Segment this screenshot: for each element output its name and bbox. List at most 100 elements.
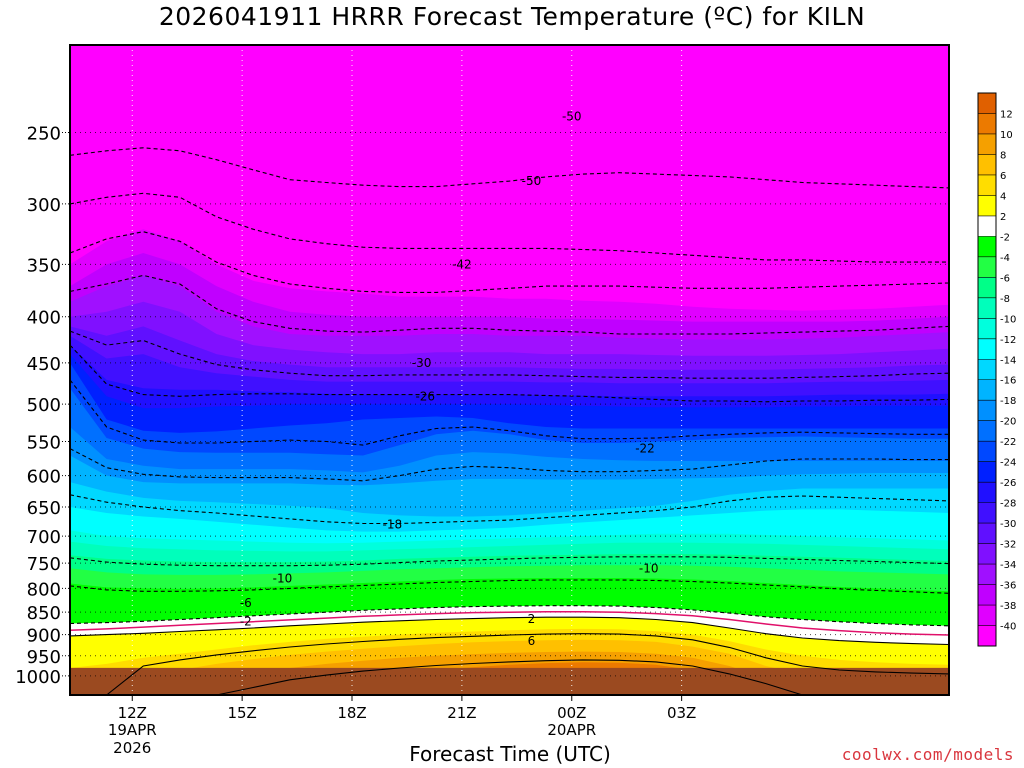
colorbar-swatch-22 [978, 543, 996, 565]
contour-lines [70, 147, 949, 695]
colorbar-label-3: 6 [1000, 171, 1006, 182]
x-tick-sublabel-19APR: 19APR [108, 721, 157, 739]
colorbar-label-19: -28 [1000, 499, 1016, 510]
contour-label-1: -50 [522, 174, 542, 188]
colorbar-swatch-17 [978, 441, 996, 463]
y-tick-label-550: 550 [27, 433, 61, 454]
colorbar-swatch-11 [978, 318, 996, 340]
y-tick-label-1000: 1000 [15, 667, 61, 688]
colorbar-swatch-3 [978, 154, 996, 176]
x-tick-label-18Z: 18Z [337, 704, 366, 722]
colorbar-swatch-8 [978, 256, 996, 278]
contour-label-8: -10 [639, 561, 659, 575]
ground-surface [70, 667, 949, 695]
y-tick-label-800: 800 [27, 579, 61, 600]
colorbar-swatch-23 [978, 564, 996, 586]
x-axis-label: Forecast Time (UTC) [409, 742, 611, 766]
temperature-bands [70, 45, 949, 695]
x-tick-label-21Z: 21Z [447, 704, 476, 722]
colorbar-label-5: 2 [1000, 212, 1006, 223]
y-tick-label-450: 450 [27, 354, 61, 375]
contour-label-7: -10 [273, 571, 293, 585]
y-tick-label-900: 900 [27, 626, 61, 647]
colorbar-swatch-12 [978, 338, 996, 360]
colorbar-swatch-13 [978, 359, 996, 381]
contour-label-9: -6 [240, 596, 252, 610]
x-tick-label-15Z: 15Z [227, 704, 256, 722]
colorbar-label-1: 10 [1000, 130, 1013, 141]
colorbar-label-16: -22 [1000, 437, 1016, 448]
colorbar-label-21: -32 [1000, 540, 1016, 551]
colorbar-label-22: -34 [1000, 560, 1016, 571]
contour-line-0 [70, 147, 949, 189]
colorbar-swatch-6 [978, 215, 996, 237]
contour-line-8 [70, 494, 949, 525]
colorbar-label-14: -18 [1000, 396, 1016, 407]
contour-line-15 [70, 659, 949, 695]
contour-label-12: 6 [528, 634, 536, 648]
colorbar-swatch-21 [978, 523, 996, 545]
colorbar-label-18: -26 [1000, 478, 1016, 489]
colorbar-swatch-16 [978, 420, 996, 442]
y-tick-label-300: 300 [27, 195, 61, 216]
contour-labels: -50-50-42-30-26-22-18-10-10-6-2 26 [240, 109, 659, 648]
contour-line-12 [70, 610, 949, 636]
colorbar-swatch-2 [978, 133, 996, 155]
colorbar-label-10: -10 [1000, 314, 1016, 325]
contour-line-13 [70, 616, 949, 646]
contour-label-6: -18 [382, 518, 402, 532]
contour-line-3 [70, 274, 949, 335]
plot-frame [69, 44, 950, 696]
x-tick-sublabel-20APR: 20APR [547, 721, 596, 739]
colorbar-swatch-1 [978, 113, 996, 135]
colorbar-label-7: -4 [1000, 253, 1010, 264]
colorbar-label-12: -14 [1000, 355, 1016, 366]
colorbar-swatch-19 [978, 482, 996, 504]
y-tick-label-250: 250 [27, 123, 61, 144]
x-tick-label-00Z: 00Z [557, 704, 586, 722]
colorbar-label-11: -12 [1000, 335, 1016, 346]
colorbar-swatch-20 [978, 502, 996, 524]
colorbar-swatch-26 [978, 625, 996, 647]
colorbar-label-4: 4 [1000, 191, 1006, 202]
contour-label-10: -2 [240, 614, 252, 628]
contour-label-5: -22 [635, 442, 655, 456]
colorbar-swatch-14 [978, 379, 996, 401]
y-tick-label-500: 500 [27, 395, 61, 416]
contour-label-0: -50 [562, 109, 582, 123]
colorbar-label-9: -8 [1000, 294, 1010, 305]
colorbar-label-13: -16 [1000, 376, 1016, 387]
colorbar-label-0: 12 [1000, 109, 1013, 120]
colorbar-swatch-25 [978, 605, 996, 627]
grid-lines [70, 45, 949, 695]
colorbar-swatch-7 [978, 236, 996, 258]
y-tick-label-650: 650 [27, 498, 61, 519]
y-tick-label-350: 350 [27, 255, 61, 276]
colorbar-label-20: -30 [1000, 519, 1016, 530]
contour-label-11: 2 [528, 612, 536, 626]
colorbar-label-8: -6 [1000, 273, 1010, 284]
colorbar-swatch-10 [978, 297, 996, 319]
contour-line-5 [70, 344, 949, 403]
colorbar-swatch-5 [978, 195, 996, 217]
contour-line-2 [70, 231, 949, 293]
colorbar-label-23: -36 [1000, 581, 1016, 592]
colorbar-swatch-9 [978, 277, 996, 299]
colorbar-label-17: -24 [1000, 458, 1016, 469]
contour-line-14 [70, 633, 949, 695]
colorbar-label-2: 8 [1000, 150, 1006, 161]
colorbar-swatch-4 [978, 174, 996, 196]
x-tick-sublabel-2026: 2026 [113, 739, 151, 757]
colorbar-label-25: -40 [1000, 622, 1016, 633]
chart-title: 2026041911 HRRR Forecast Temperature (ºC… [158, 2, 866, 31]
x-tick-label-03Z: 03Z [667, 704, 696, 722]
colorbar-frame [977, 92, 997, 647]
colorbar-label-24: -38 [1000, 601, 1016, 612]
colorbar-swatch-24 [978, 584, 996, 606]
y-tick-label-750: 750 [27, 554, 61, 575]
contour-label-4: -26 [415, 389, 435, 403]
colorbar-swatch-18 [978, 461, 996, 483]
contour-line-6 [70, 379, 949, 446]
